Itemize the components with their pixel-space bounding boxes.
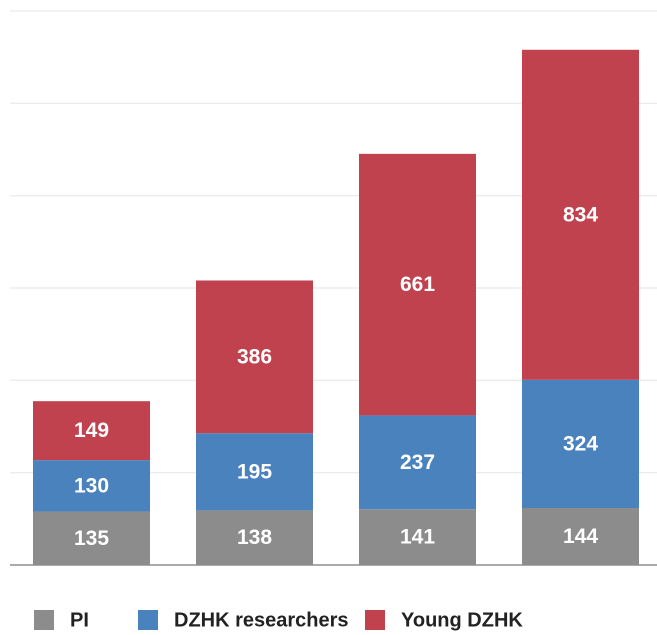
data-label: 130 xyxy=(74,474,109,497)
legend-label: PI xyxy=(70,609,89,631)
bar-segment xyxy=(196,510,313,565)
data-label: 386 xyxy=(237,345,272,368)
legend-swatch xyxy=(34,610,54,630)
bar-segment xyxy=(359,415,476,510)
bar-segment xyxy=(522,379,639,509)
bar-segment xyxy=(359,509,476,565)
data-label: 138 xyxy=(237,526,272,549)
bar-segment xyxy=(359,153,476,416)
legend-label: DZHK researchers xyxy=(174,609,349,631)
data-label: 195 xyxy=(237,460,272,483)
legend-label: Young DZHK xyxy=(401,609,523,631)
bar-segment xyxy=(522,508,639,565)
data-label: 141 xyxy=(400,526,435,549)
data-label: 324 xyxy=(563,432,598,455)
legend-swatch xyxy=(138,610,158,630)
legend-swatch xyxy=(365,610,385,630)
bar-segment xyxy=(196,433,313,511)
bar-segment xyxy=(33,460,150,512)
bar-segment xyxy=(33,511,150,565)
bar-segment xyxy=(522,49,639,380)
bar-segment xyxy=(33,401,150,461)
data-label: 661 xyxy=(400,273,435,296)
data-label: 237 xyxy=(400,451,435,474)
data-label: 834 xyxy=(563,203,598,226)
data-label: 149 xyxy=(74,419,109,442)
data-label: 144 xyxy=(563,525,598,548)
bar-segment xyxy=(196,280,313,434)
data-label: 135 xyxy=(74,527,109,550)
